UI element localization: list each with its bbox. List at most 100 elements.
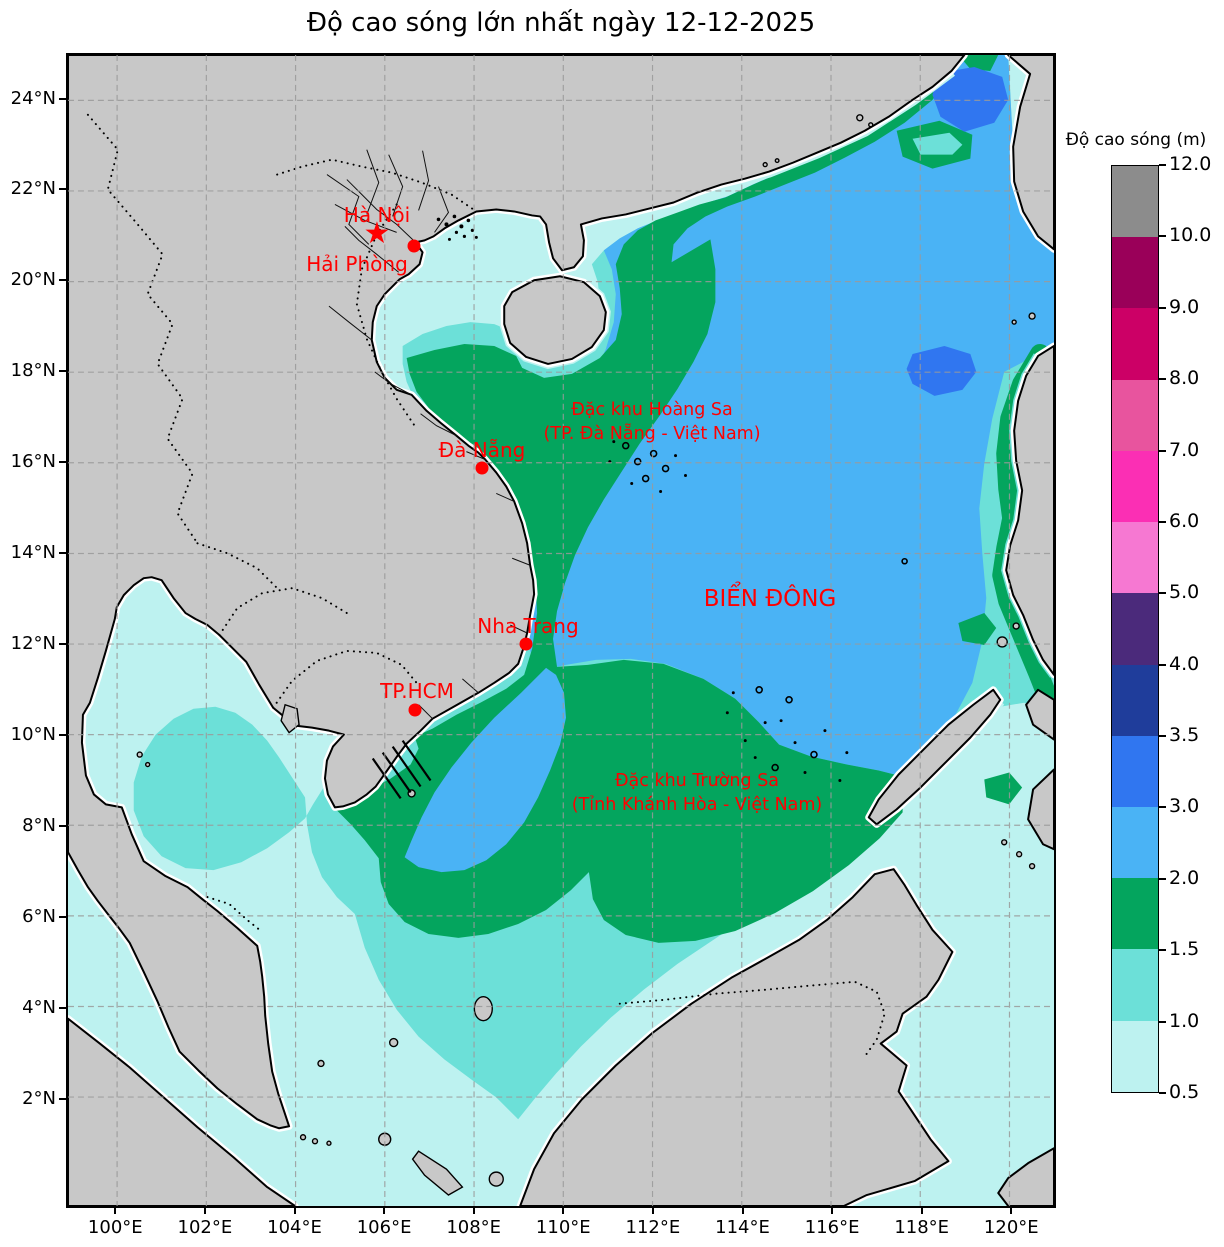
colorbar-segment: [1112, 522, 1158, 594]
land-masses: [68, 55, 1054, 1206]
city-label-nhatrang: Nha Trang: [477, 614, 579, 638]
colorbar-tick-label: 1.5: [1169, 938, 1200, 961]
city-label-hanoi: Hà Nội: [343, 203, 411, 227]
x-tick-mark: [114, 1208, 117, 1214]
colorbar-tick-label: 4.0: [1169, 652, 1200, 675]
y-tick-label: 18°N: [10, 360, 56, 382]
tphcm-dot-marker: [408, 703, 422, 717]
colorbar-tick-label: 0.5: [1169, 1081, 1200, 1103]
x-tick-label: 108°E: [446, 1217, 502, 1238]
land-sumatra: [68, 1017, 297, 1206]
colorbar-tick-mark: [1159, 1020, 1166, 1023]
island-calamian: [996, 636, 1008, 648]
colorbar-segment: [1112, 806, 1158, 879]
x-tick-mark: [920, 1208, 923, 1214]
colorbar-segment: [1112, 379, 1158, 451]
x-tick-label: 106°E: [356, 1217, 412, 1238]
x-tick-mark: [1010, 1208, 1013, 1214]
colorbar-tick-mark: [1159, 520, 1166, 523]
hanoi-star-marker: ★: [363, 215, 391, 251]
x-tick-label: 114°E: [715, 1217, 770, 1238]
colorbar-tick-label: 7.0: [1169, 438, 1200, 461]
colorbar: [1111, 165, 1159, 1093]
x-tick-label: 100°E: [87, 1217, 143, 1238]
y-tick-mark: [59, 279, 66, 282]
x-tick-mark: [651, 1208, 654, 1214]
colorbar-tick-label: 5.0: [1169, 581, 1200, 604]
x-tick-mark: [293, 1208, 296, 1214]
wave-green-patch-top: [958, 55, 999, 71]
annotation-hoang-sa: Đặc khu Hoàng Sa (TP. Đà Nẵng - Việt Nam…: [543, 398, 760, 446]
map-graphic: [68, 55, 1054, 1206]
international-borders-dotted: [86, 113, 886, 1058]
danang-dot-marker: [475, 461, 489, 475]
x-tick-label: 112°E: [625, 1217, 681, 1238]
colorbar-tick-mark: [1159, 235, 1166, 238]
y-tick-label: 24°N: [10, 87, 56, 109]
colorbar-tick-mark: [1159, 378, 1166, 381]
land-luzon: [1005, 344, 1054, 676]
sea-label-bien-dong: BIỂN ĐÔNG: [703, 586, 837, 612]
colorbar-tick-mark: [1159, 877, 1166, 880]
colorbar-tick-mark: [1159, 806, 1166, 809]
y-tick-label: 4°N: [22, 996, 56, 1018]
x-tick-mark: [741, 1208, 744, 1214]
x-tick-label: 118°E: [894, 1217, 950, 1238]
y-tick-mark: [59, 1006, 66, 1009]
spratly-islands-marks: [755, 557, 908, 772]
city-label-danang: Đà Nẵng: [438, 438, 526, 462]
y-tick-mark: [59, 188, 66, 191]
x-tick-label: 120°E: [983, 1217, 1039, 1238]
y-tick-label: 22°N: [10, 178, 56, 200]
colorbar-tick-mark: [1159, 449, 1166, 452]
x-tick-label: 102°E: [177, 1217, 233, 1238]
wave-green-patch-palawan-2: [984, 772, 1023, 805]
colorbar-tick-label: 2.0: [1169, 866, 1200, 889]
y-tick-mark: [59, 825, 66, 828]
halong-bay-islets: [436, 214, 478, 241]
wave-band-3-3.5-northeast: [932, 66, 1009, 132]
colorbar-tick-mark: [1159, 164, 1166, 166]
annotation-truong-sa-line1: Đặc khu Trường Sa: [614, 770, 780, 791]
graticule: [68, 55, 1054, 1206]
x-tick-label: 104°E: [267, 1217, 322, 1238]
colorbar-tick-mark: [1159, 1092, 1166, 1094]
paracel-islands-marks: [621, 441, 670, 483]
colorbar-tick-label: 3.5: [1169, 724, 1200, 747]
y-tick-label: 2°N: [22, 1087, 56, 1109]
island-tioman: [317, 1059, 325, 1068]
y-tick-label: 20°N: [10, 269, 56, 291]
map: ★ Hà Nội Hải Phòng Đà Nẵng Nha Trang TP.…: [66, 53, 1056, 1208]
y-tick-mark: [59, 370, 66, 373]
wave-band-2-3-tongue: [404, 667, 566, 873]
y-tick-label: 16°N: [10, 451, 56, 473]
colorbar-segment: [1112, 664, 1158, 736]
annotation-truong-sa: Đặc khu Trường Sa (Tỉnh Khánh Hòa - Việt…: [572, 769, 823, 817]
x-tick-mark: [472, 1208, 475, 1214]
page-title: Độ cao sóng lớn nhất ngày 12-12-2025: [306, 8, 816, 38]
spratly-islands-dots: [725, 691, 849, 782]
colorbar-segment: [1112, 166, 1158, 238]
province-borders: [326, 149, 531, 720]
wave-green-patch-palawan-1: [958, 613, 997, 645]
city-label-tphcm: TP.HCM: [380, 679, 454, 703]
colorbar-tick-label: 12.0: [1169, 153, 1212, 175]
land-borneo: [519, 868, 954, 1206]
colorbar-tick-mark: [1159, 306, 1166, 309]
mekong-delta-channels: [371, 739, 432, 800]
x-tick-mark: [562, 1208, 565, 1214]
colorbar-segment: [1112, 237, 1158, 309]
x-tick-mark: [203, 1208, 206, 1214]
colorbar-segment: [1112, 308, 1158, 380]
y-tick-label: 6°N: [22, 905, 56, 927]
x-tick-label: 110°E: [535, 1217, 591, 1238]
y-tick-label: 12°N: [10, 633, 56, 655]
colorbar-tick-mark: [1159, 592, 1166, 595]
y-tick-mark: [59, 461, 66, 464]
y-tick-mark: [59, 734, 66, 737]
wave-band-3-3.5-mid: [906, 345, 977, 396]
land-mindanao: [1027, 768, 1054, 851]
colorbar-segment: [1112, 949, 1158, 1021]
colorbar-tick-label: 6.0: [1169, 509, 1200, 532]
x-tick-label: 116°E: [804, 1217, 860, 1238]
